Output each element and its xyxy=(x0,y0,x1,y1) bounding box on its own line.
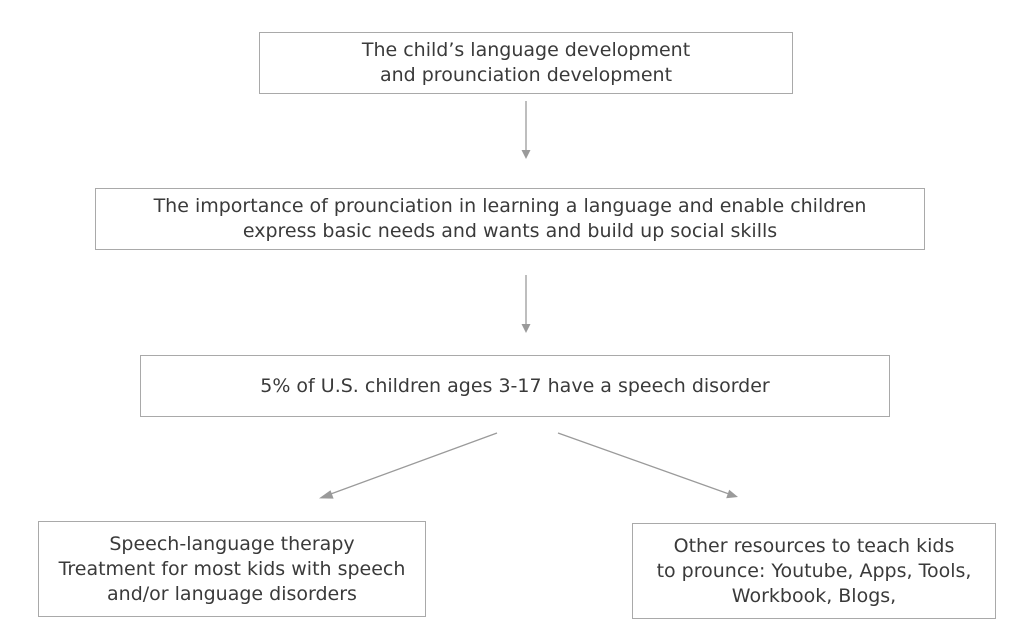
node-text-line: to prounce: Youtube, Apps, Tools, xyxy=(656,559,972,582)
node-importance-of-pronunciation: The importance of prounciation in learni… xyxy=(95,188,925,250)
node-other-resources: Other resources to teach kids to prounce… xyxy=(632,523,996,619)
node-text-line: and/or language disorders xyxy=(107,582,357,605)
node-text-line: Workbook, Blogs, xyxy=(731,584,897,607)
node-text-line: Other resources to teach kids xyxy=(673,534,955,557)
node-text-line: The importance of prounciation in learni… xyxy=(153,195,867,217)
node-speech-disorder-statistic: 5% of U.S. children ages 3-17 have a spe… xyxy=(140,355,890,417)
arrow-importance-to-statistic xyxy=(521,275,531,333)
arrow-statistic-to-therapy xyxy=(319,432,498,499)
node-speech-language-therapy: Speech-language therapy Treatment for mo… xyxy=(38,521,426,617)
node-text-line: Treatment for most kids with speech xyxy=(58,557,406,580)
node-language-development: The child’s language development and pro… xyxy=(259,32,793,94)
arrow-statistic-to-resources xyxy=(557,432,738,499)
node-text-line: 5% of U.S. children ages 3-17 have a spe… xyxy=(260,374,770,397)
node-text-line: Speech-language therapy xyxy=(109,532,355,555)
node-text-line: express basic needs and wants and build … xyxy=(242,220,778,242)
arrow-development-to-importance xyxy=(521,101,531,159)
node-text-line: and prounciation development xyxy=(379,64,673,86)
node-text-line: The child’s language development xyxy=(361,39,691,61)
